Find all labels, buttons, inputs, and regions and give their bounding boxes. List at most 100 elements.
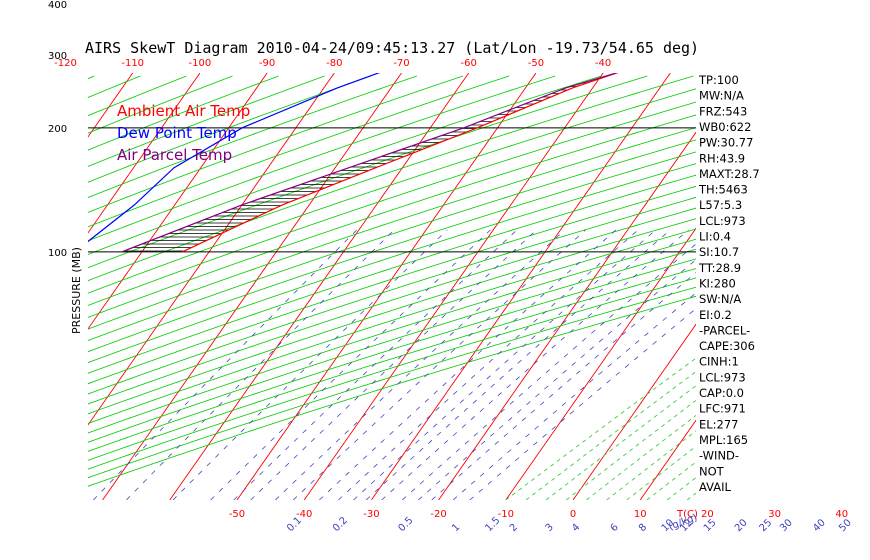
top-temp-tick-label: -120 [54,58,77,69]
bottom-temp-tick-label: -10 [498,509,514,520]
dry-adiabat-line [88,127,696,330]
bottom-temp-tick-label: 20 [701,509,714,520]
mixing-ratio-tick-label: 4 [570,522,582,534]
dry-adiabat-line [88,75,556,242]
dry-adiabat-line [88,75,418,199]
mixing-ratio-line [250,229,537,500]
index-label: KI:280 [699,276,736,290]
isotherm-line [88,73,201,234]
dry-adiabat-line [88,75,325,167]
top-temp-tick-label: -100 [189,58,212,69]
ambient-temp-line [181,73,619,253]
index-label: LCL:973 [699,214,746,228]
mixing-ratio-line [233,229,518,500]
dry-adiabat-line [88,75,464,213]
index-label: EI:0.2 [699,308,732,322]
isotherm-line [88,73,268,330]
index-label: FRZ:543 [699,104,747,118]
chart-title: AIRS SkewT Diagram 2010-04-24/09:45:13.2… [85,39,699,57]
isotherm-line [169,73,470,500]
index-label: AVAIL [699,480,732,494]
index-label: WB0:622 [699,120,751,134]
index-label: CINH:1 [699,355,739,369]
dry-adiabat-line [88,218,696,415]
moist-adiabat-line [646,461,696,500]
mixing-ratio-line [172,229,448,500]
top-temp-tick-label: -60 [461,58,477,69]
mixing-ratio-line [365,229,671,500]
bottom-temp-tick-label: 10 [634,509,647,520]
dry-adiabat-line [88,286,696,479]
mixing-ratio-tick-label: 0.5 [396,515,415,534]
index-label: CAPE:306 [699,339,755,353]
pressure-tick-label: 400 [48,0,67,11]
top-temp-tick-label: -80 [326,58,342,69]
index-label: SI:10.7 [699,245,739,259]
top-temp-tick-label: -110 [121,58,144,69]
isotherm-line [371,73,671,500]
index-label: MPL:165 [699,433,748,447]
dewpoint-temp-line [88,73,381,243]
pressure-tick-label: 100 [48,248,67,259]
dry-adiabat-line [0,76,2,500]
top-temp-tick-label: -50 [528,58,544,69]
top-temp-tick-label: -70 [393,58,409,69]
moist-adiabat-line [828,300,870,500]
index-label: L57:5.3 [699,198,742,212]
mixing-ratio-tick-label: 6 [609,522,621,534]
isotherm-line [88,73,134,138]
mixing-ratio-line [469,308,696,500]
mixing-ratio-tick-label: 2 [508,522,520,534]
mixing-ratio-tick-label: 40 [811,517,828,534]
mixing-ratio-line [353,229,656,500]
mixing-ratio-line [210,229,491,500]
dry-adiabat-line [88,75,648,269]
index-label: -PARCEL- [699,323,750,337]
dry-adiabat-line [88,277,696,470]
bottom-temp-tick-label: -20 [430,509,446,520]
dry-adiabat-line [88,295,696,487]
dry-adiabat-line [88,139,696,342]
isotherm-line [775,73,870,500]
dry-adiabat-line [88,185,696,385]
mixing-ratio-line [338,229,639,500]
mixing-ratio-line [452,292,696,500]
moist-adiabat-line [788,300,870,500]
moist-adiabat-line [808,300,870,500]
dry-adiabat-line [88,174,696,374]
bottom-temp-tick-label: -40 [296,509,312,520]
mixing-ratio-tick-label: 3 [544,522,556,534]
isotherm-line [639,419,696,500]
dry-adiabat-line [88,163,696,364]
index-label: LCL:973 [699,370,746,384]
dry-adiabat-line [88,75,371,183]
dry-adiabat-line [88,196,696,395]
isotherm-line [842,73,870,500]
mixing-ratio-line [418,259,696,500]
mixing-ratio-tick-label: 20 [733,517,750,534]
index-label: TT:28.9 [698,261,741,275]
bottom-temp-tick-label: 30 [768,509,781,520]
index-label: NOT [699,464,725,478]
dry-adiabat-line [88,258,696,452]
mixing-ratio-tick-label: 0.2 [331,515,350,534]
pressure-tick-label: 200 [48,124,67,135]
index-label: CAP:0.0 [699,386,744,400]
dry-adiabat-line [88,248,696,443]
index-label: LI:0.4 [699,230,731,244]
top-temp-tick-label: -90 [259,58,275,69]
dry-adiabat-line [0,76,48,500]
temp-unit-label: T(C) [676,509,698,520]
mixing-ratio-tick-label: 8 [637,522,649,534]
index-label: SW:N/A [699,292,741,306]
pressure-tick-label: 300 [48,51,67,62]
dry-adiabat-line [88,75,694,282]
index-label: EL:277 [699,417,739,431]
dry-adiabat-line [88,268,696,461]
index-label: PW:30.77 [699,136,753,150]
isotherm-line [438,131,696,500]
bottom-temp-tick-label: 40 [835,509,848,520]
dry-adiabat-line [88,88,696,294]
index-label: TP:100 [698,73,739,87]
